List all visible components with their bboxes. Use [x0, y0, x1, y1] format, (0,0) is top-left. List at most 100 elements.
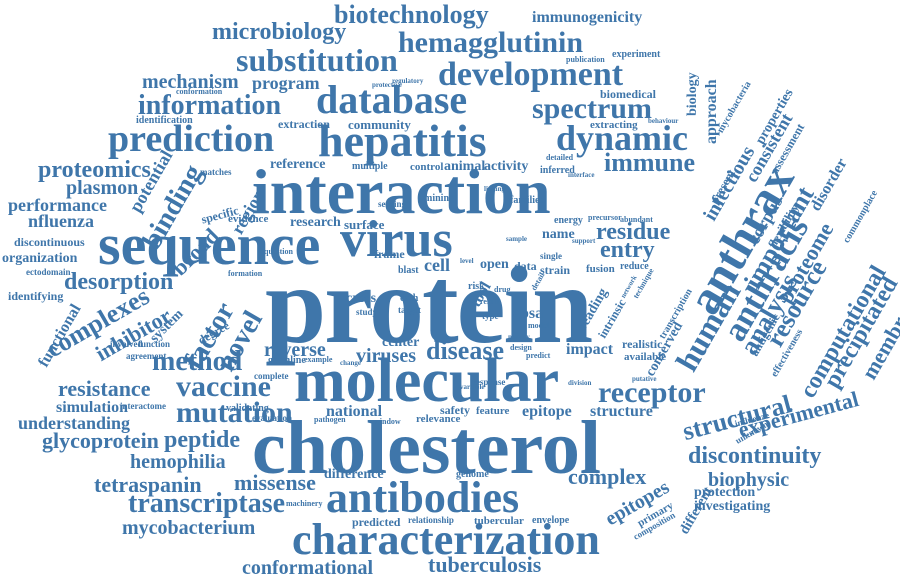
word-characterization: characterization: [292, 515, 600, 564]
word-receptor: receptor: [598, 376, 706, 409]
word-novelty: novelty: [508, 333, 530, 341]
word-tubercular: tubercular: [474, 515, 524, 527]
word-spectrum: spectrum: [532, 92, 652, 125]
word-desorption: desorption: [64, 269, 174, 295]
word-hepatitis: hepatitis: [318, 115, 487, 166]
word-information: information: [138, 90, 282, 121]
word-function: function: [138, 339, 171, 349]
word-risk: risk: [468, 281, 485, 292]
word-commonplace: commonplace: [841, 188, 881, 245]
word-disease: disease: [426, 336, 504, 365]
word-identifying: identifying: [8, 289, 64, 303]
word-abundant: abundant: [620, 215, 653, 224]
word-result: result: [480, 297, 500, 306]
word-question: question: [264, 247, 293, 256]
word-biotechnology: biotechnology: [334, 0, 489, 29]
word-mycobacterium: mycobacterium: [122, 517, 256, 539]
word-animal: animal: [444, 159, 486, 174]
word-linking: linking: [484, 185, 506, 193]
word-molecular: molecular: [294, 347, 560, 415]
word-biophysic: biophysic: [708, 469, 790, 491]
word-substitution: substitution: [236, 42, 398, 78]
word-mining: mining: [424, 193, 455, 204]
word-reference: reference: [270, 157, 326, 172]
word-example: example: [304, 355, 333, 364]
word-regulatory: regulatory: [392, 77, 424, 85]
word-identification: identification: [136, 115, 193, 126]
word-sequence: sequence: [98, 212, 321, 277]
word-gbsa: gbsa: [512, 305, 544, 322]
word-model: model: [528, 321, 549, 330]
word-machinery: machinery: [286, 499, 323, 508]
word-response: response: [472, 377, 506, 387]
word-transcriptase: transcriptase: [128, 488, 286, 519]
word-drug: drug: [494, 285, 511, 294]
word-protein: protein: [265, 244, 593, 366]
word-surface: surface: [344, 217, 385, 232]
word-formation: formation: [228, 269, 263, 278]
word-performance: performance: [8, 195, 107, 215]
word-predicted: predicted: [352, 515, 401, 529]
word-feature: feature: [476, 405, 510, 417]
word-mutation: mutation: [176, 396, 293, 429]
word-immune: immune: [604, 148, 695, 177]
word-reverse: reverse: [264, 339, 326, 361]
word-ectodomain: ectodomain: [26, 267, 71, 277]
word-support: support: [572, 237, 596, 245]
word-envelope: envelope: [532, 515, 570, 526]
word-interactome: interactome: [120, 401, 166, 411]
word-interface: interface: [568, 171, 595, 179]
word-putative: putative: [632, 375, 657, 383]
word-matches: matches: [200, 167, 232, 177]
word-extraction: extraction: [278, 117, 330, 131]
word-change: change: [340, 359, 361, 367]
word-realistic: realistic: [622, 337, 663, 351]
word-hemophilia: hemophilia: [130, 451, 226, 473]
word-mycobacteria: mycobacteria: [715, 79, 754, 135]
word-complete: complete: [254, 371, 289, 381]
word-germline: germline: [268, 355, 306, 366]
word-prediction: prediction: [108, 118, 275, 160]
word-design: design: [510, 343, 532, 352]
word-sensing: sensing: [378, 199, 407, 209]
word-virus: virus: [340, 211, 453, 268]
word-inferred: inferred: [540, 165, 575, 176]
word-vaccine: vaccine: [176, 370, 271, 403]
word-families: families: [510, 195, 544, 206]
word-missense: missense: [234, 470, 316, 495]
word-behaviour: behaviour: [648, 117, 679, 125]
word-frame: frame: [374, 247, 405, 261]
word-entry: entry: [600, 237, 655, 263]
word-peptide: peptide: [164, 427, 241, 453]
word-study: study: [356, 307, 378, 317]
word-window: window: [374, 417, 401, 426]
word-evidence: evidence: [228, 213, 269, 225]
word-blast: blast: [398, 265, 419, 276]
word-understanding: understanding: [18, 413, 131, 433]
word-fusion: fusion: [586, 263, 615, 275]
word-impact: impact: [566, 341, 614, 358]
word-community: community: [348, 117, 411, 132]
word-national: national: [326, 403, 383, 420]
word-antibodies: antibodies: [326, 473, 520, 522]
word-variable: variable: [460, 383, 485, 391]
word-available: available: [624, 351, 667, 363]
word-pathogen: pathogen: [314, 415, 346, 424]
word-name: name: [542, 227, 575, 242]
word-protective: protective: [372, 81, 402, 89]
word-conformational: conformational: [242, 557, 374, 578]
word-type: type: [482, 311, 499, 321]
word-cholesterol: cholesterol: [252, 406, 601, 490]
word-validating: validating: [226, 403, 269, 414]
word-investigating: investigating: [694, 499, 771, 514]
word-relationship: relationship: [408, 515, 454, 525]
word-experiment: experiment: [612, 49, 661, 60]
word-program: program: [252, 73, 320, 93]
word-publication: publication: [566, 55, 605, 64]
word-residue: residue: [596, 219, 671, 245]
word-cell: cell: [424, 255, 450, 275]
word-discontinuous: discontinuous: [14, 235, 85, 249]
word-genome: genome: [456, 469, 489, 480]
word-open: open: [480, 257, 509, 272]
